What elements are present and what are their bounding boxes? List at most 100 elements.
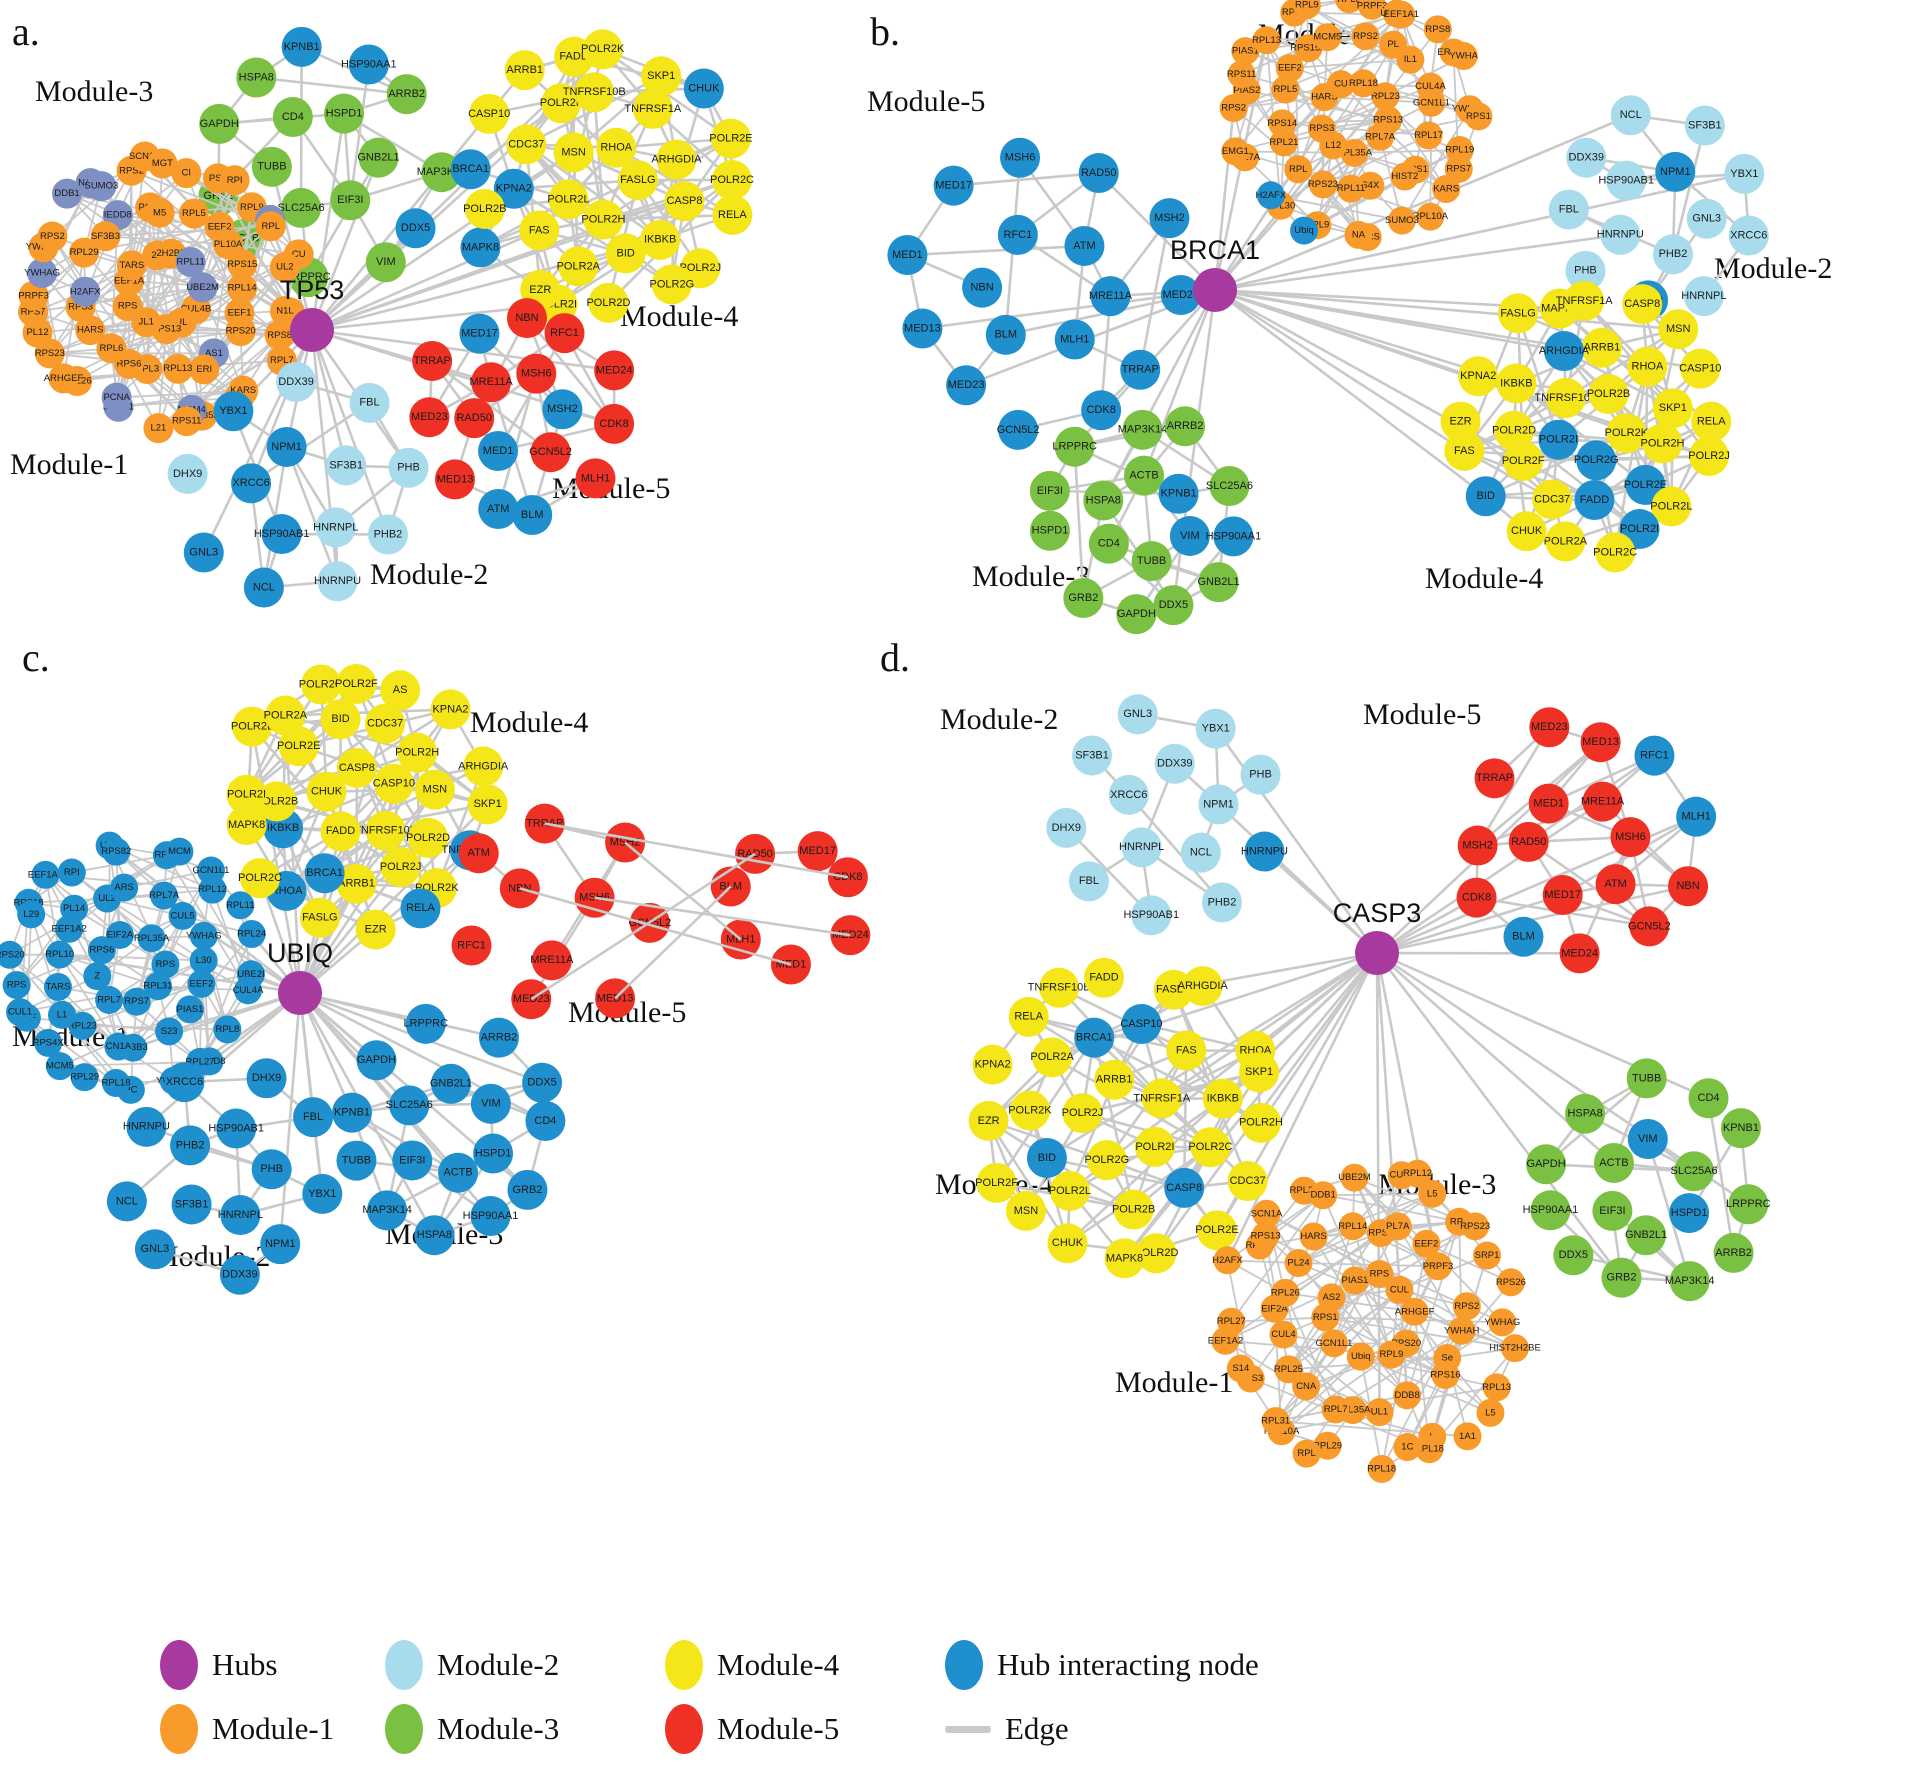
network-node[interactable]: MED1 <box>887 235 928 276</box>
node-circle[interactable] <box>1488 1308 1517 1337</box>
network-node[interactable]: NA <box>1344 220 1373 249</box>
node-circle[interactable] <box>460 227 501 268</box>
node-circle[interactable] <box>1595 864 1636 905</box>
network-node[interactable]: DHX9 <box>167 453 208 494</box>
network-node[interactable]: H2AFX <box>1212 1246 1243 1275</box>
network-node[interactable]: CI <box>171 158 202 189</box>
node-circle[interactable] <box>1444 154 1473 183</box>
network-node[interactable]: MSH6 <box>1610 817 1651 858</box>
network-node[interactable]: NPM1 <box>1198 784 1239 825</box>
node-circle[interactable] <box>320 811 361 852</box>
node-circle[interactable] <box>596 127 637 168</box>
node-circle[interactable] <box>1529 707 1570 748</box>
node-circle[interactable] <box>1494 410 1535 451</box>
node-circle[interactable] <box>110 873 139 902</box>
network-node[interactable]: RPL7 <box>95 985 124 1014</box>
node-circle[interactable] <box>1083 480 1124 521</box>
node-circle[interactable] <box>430 689 471 730</box>
node-circle[interactable] <box>1655 151 1696 192</box>
node-circle[interactable] <box>43 972 72 1001</box>
network-node[interactable]: FASLG <box>617 160 658 201</box>
node-circle[interactable] <box>96 333 127 364</box>
node-circle[interactable] <box>1317 1283 1346 1312</box>
node-circle[interactable] <box>266 426 307 467</box>
node-circle[interactable] <box>1290 216 1319 245</box>
network-node[interactable]: LRPPRC <box>1726 1184 1771 1225</box>
network-node[interactable]: PHB <box>251 1149 292 1190</box>
node-circle[interactable] <box>1371 82 1400 111</box>
node-circle[interactable] <box>1684 105 1725 146</box>
node-circle[interactable] <box>1349 69 1378 98</box>
network-node[interactable]: DDX39 <box>219 1254 260 1295</box>
node-circle[interactable] <box>1284 1249 1313 1278</box>
network-node[interactable]: RFC1 <box>1634 735 1675 776</box>
network-node[interactable]: PHB2 <box>170 1125 211 1166</box>
node-circle[interactable] <box>1326 70 1355 99</box>
node-circle[interactable] <box>421 152 462 193</box>
node-circle[interactable] <box>265 695 306 736</box>
node-circle[interactable] <box>236 57 277 98</box>
network-node[interactable]: MSN <box>414 769 455 810</box>
network-node[interactable]: RFC1 <box>544 313 585 354</box>
node-circle[interactable] <box>471 362 512 403</box>
node-circle[interactable] <box>1686 198 1727 239</box>
node-circle[interactable] <box>1593 1142 1634 1183</box>
network-node[interactable]: GCN5L2 <box>529 432 572 473</box>
node-circle[interactable] <box>281 26 322 67</box>
network-node[interactable]: POLR2J <box>1688 436 1730 477</box>
network-node[interactable]: BLM <box>1503 916 1544 957</box>
network-node[interactable]: MED17 <box>459 313 500 354</box>
node-circle[interactable] <box>1595 532 1636 573</box>
node-circle[interactable] <box>69 237 100 268</box>
network-node[interactable]: YBX1 <box>213 391 254 432</box>
node-circle[interactable] <box>168 901 197 930</box>
network-node[interactable]: MED17 <box>933 165 974 206</box>
node-circle[interactable] <box>251 146 292 187</box>
network-node[interactable]: HNRNPL <box>1681 276 1727 317</box>
node-circle[interactable] <box>356 1040 397 1081</box>
node-circle[interactable] <box>1251 1221 1280 1250</box>
network-node[interactable]: MSN <box>553 132 594 173</box>
network-node[interactable]: SKP1 <box>1239 1052 1280 1093</box>
node-circle[interactable] <box>1072 735 1113 776</box>
node-circle[interactable] <box>178 198 209 229</box>
node-circle[interactable] <box>234 976 263 1005</box>
network-node[interactable]: NPM1 <box>260 1224 301 1265</box>
node-circle[interactable] <box>175 995 204 1024</box>
node-circle[interactable] <box>458 833 499 874</box>
node-circle[interactable] <box>1452 1292 1481 1321</box>
hub-circle[interactable] <box>278 971 322 1015</box>
network-node[interactable]: LRPPRC <box>1052 426 1097 467</box>
network-node[interactable]: MSH2 <box>1149 198 1190 239</box>
network-node[interactable]: VIM <box>470 1083 511 1124</box>
node-circle[interactable] <box>365 810 406 851</box>
network-node[interactable]: EIF2A <box>105 921 134 950</box>
network-node[interactable]: KPNA2 <box>1458 356 1499 397</box>
network-node[interactable]: RELA <box>712 194 753 235</box>
network-node[interactable]: FADD <box>1083 957 1124 998</box>
network-node[interactable]: KPNB1 <box>1158 473 1199 514</box>
node-circle[interactable] <box>1307 114 1336 143</box>
node-circle[interactable] <box>189 946 218 975</box>
network-node[interactable]: FBL <box>1068 861 1109 902</box>
network-node[interactable]: KPNB1 <box>281 26 322 67</box>
network-node[interactable]: RHOA <box>1627 346 1668 387</box>
network-node[interactable]: EZR <box>968 1100 1009 1141</box>
network-node[interactable]: NBN <box>962 267 1003 308</box>
node-circle[interactable] <box>506 298 547 339</box>
node-circle[interactable] <box>1651 486 1692 527</box>
node-circle[interactable] <box>1565 250 1606 291</box>
network-node[interactable]: TUBB <box>251 146 292 187</box>
network-node[interactable]: ERI <box>189 354 220 385</box>
node-circle[interactable] <box>1321 1395 1350 1424</box>
node-circle[interactable] <box>137 924 166 953</box>
node-circle[interactable] <box>493 168 534 209</box>
network-node[interactable]: UL1 <box>1365 1398 1394 1427</box>
node-circle[interactable] <box>1626 1215 1667 1256</box>
node-circle[interactable] <box>1503 440 1544 481</box>
node-circle[interactable] <box>189 921 218 950</box>
network-node[interactable]: POLR2A <box>1544 521 1588 562</box>
node-circle[interactable] <box>1526 1144 1567 1185</box>
network-node[interactable]: CD4 <box>1688 1078 1729 1119</box>
node-circle[interactable] <box>101 382 132 413</box>
